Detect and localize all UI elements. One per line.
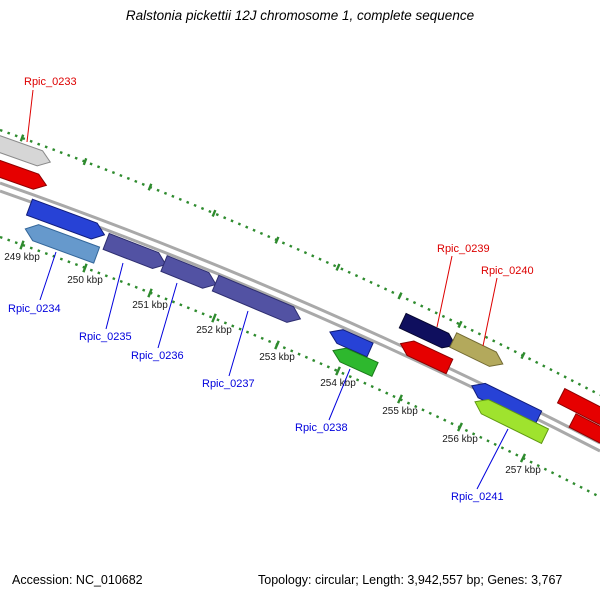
gene-arrow-Rpic_0235[interactable]	[102, 232, 167, 270]
sequence-title: Ralstonia pickettii 12J chromosome 1, co…	[125, 8, 475, 23]
gene-arrow-Rpic_0234[interactable]	[24, 224, 101, 264]
gene-arrow-cds-blue-1[interactable]	[25, 198, 106, 240]
leader-line-Rpic_0238	[328, 368, 351, 421]
status-bar: Accession: NC_010682 Topology: circular;…	[0, 572, 600, 594]
ruler-label: 251 kbp	[132, 300, 168, 311]
ruler-label: 256 kbp	[442, 434, 478, 445]
ruler-label: 249 kbp	[4, 252, 40, 263]
leader-line-Rpic_0233	[26, 89, 34, 143]
ruler-tick-outer	[335, 263, 341, 271]
ruler-label: 255 kbp	[382, 406, 418, 417]
gene-label-Rpic_0237[interactable]: Rpic_0237	[202, 378, 255, 390]
ruler-tick-inner	[147, 288, 153, 298]
leader-line-Rpic_0241	[476, 428, 509, 490]
ruler-tick-outer	[397, 292, 403, 300]
ruler-tick-inner	[211, 313, 217, 323]
ruler-tick-inner	[397, 394, 403, 404]
gene-arrow-Rpic_0241[interactable]	[474, 398, 550, 445]
ruler-tick-outer	[211, 209, 217, 217]
ruler-tick-inner	[274, 340, 280, 350]
ruler-tick-outer	[147, 183, 153, 191]
gene-arrow-cds-red-4[interactable]	[568, 413, 600, 444]
topology-info-label: Topology: circular; Length: 3,942,557 bp…	[258, 573, 563, 587]
gene-label-Rpic_0239[interactable]: Rpic_0239	[437, 243, 490, 255]
gene-label-Rpic_0240[interactable]: Rpic_0240	[481, 265, 534, 277]
leader-line-Rpic_0237	[228, 310, 249, 377]
ruler-tick-inner	[19, 240, 25, 250]
ruler-tick-inner	[456, 422, 464, 432]
leader-line-Rpic_0240	[482, 277, 498, 347]
ruler-label: 254 kbp	[320, 378, 356, 389]
ruler-tick-outer	[82, 157, 88, 166]
gene-arrow-Rpic_0240[interactable]	[449, 332, 504, 367]
gene-label-Rpic_0236[interactable]: Rpic_0236	[131, 350, 184, 362]
ruler-tick-inner	[519, 453, 527, 463]
accession-label: Accession: NC_010682	[12, 573, 143, 587]
ruler-label: 253 kbp	[259, 352, 295, 363]
gene-arrow-Rpic_0238[interactable]	[332, 347, 379, 377]
ruler-tick-outer	[19, 134, 25, 142]
gene-label-Rpic_0233[interactable]: Rpic_0233	[24, 76, 77, 88]
gene-label-Rpic_0234[interactable]: Rpic_0234	[8, 303, 61, 315]
gene-label-Rpic_0241[interactable]: Rpic_0241	[451, 491, 504, 503]
gene-arrow-Rpic_0237[interactable]	[211, 274, 302, 323]
gene-label-Rpic_0238[interactable]: Rpic_0238	[295, 422, 348, 434]
ruler-tick-inner	[82, 263, 88, 273]
gene-label-Rpic_0235[interactable]: Rpic_0235	[79, 331, 132, 343]
ruler-label: 252 kbp	[196, 325, 232, 336]
gene-arrow-Rpic_0239[interactable]	[398, 312, 457, 349]
leader-line-Rpic_0234	[39, 251, 57, 301]
ruler-tick-inner	[335, 366, 341, 376]
ruler-label: 250 kbp	[67, 275, 103, 286]
ruler-tick-outer	[520, 351, 526, 360]
leader-line-Rpic_0235	[105, 262, 124, 330]
gene-arrow-cds-red-2[interactable]	[399, 340, 454, 375]
ruler-tick-outer	[457, 320, 463, 329]
leader-line-Rpic_0239	[436, 255, 453, 328]
ruler-tick-outer	[274, 236, 280, 244]
gene-arrow-cds-red-1[interactable]	[0, 159, 48, 190]
gene-arrow-cds-blue-2[interactable]	[329, 329, 374, 358]
leader-line-Rpic_0236	[157, 282, 178, 349]
gene-arrow-Rpic_0233[interactable]	[0, 134, 52, 167]
outer-tick-line	[0, 128, 600, 397]
gene-arrow-Rpic_0236[interactable]	[160, 255, 217, 289]
ruler-label: 257 kbp	[505, 465, 541, 476]
